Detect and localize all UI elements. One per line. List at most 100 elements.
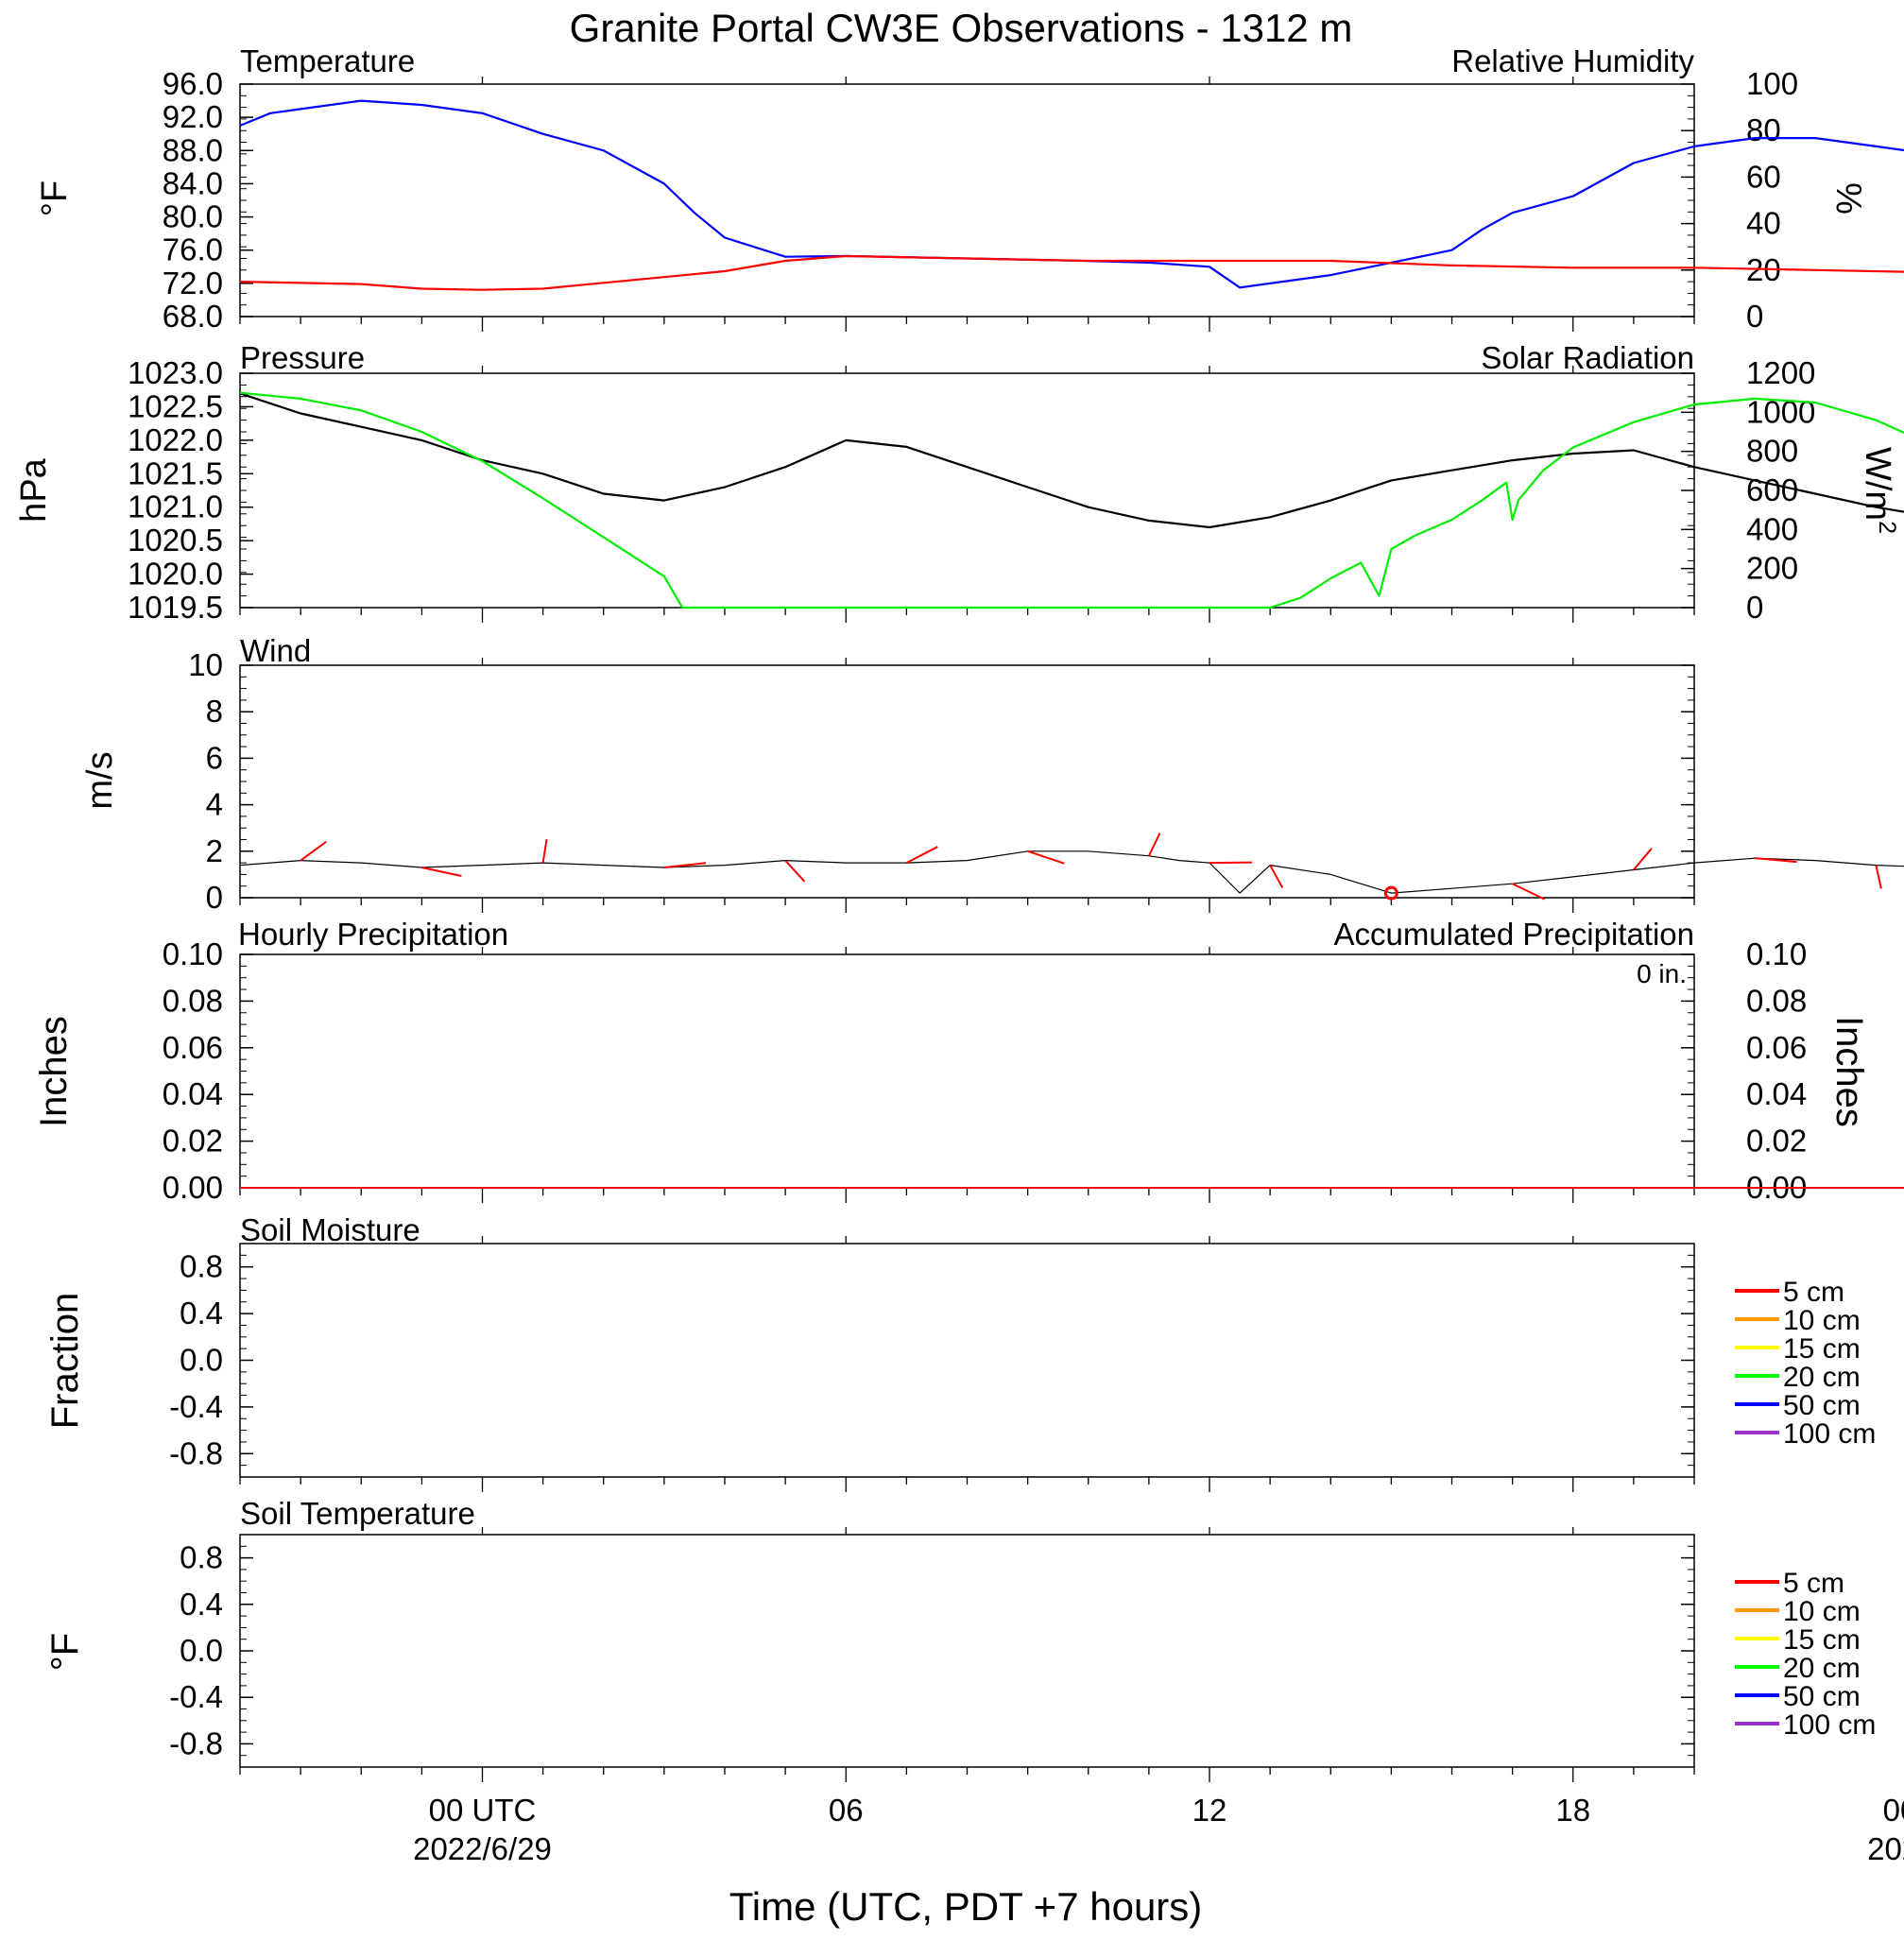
y-tick-label-left: 0.10: [163, 936, 223, 971]
y-tick-label-left: 1023.0: [128, 355, 223, 390]
y-tick-label-left: 10: [188, 647, 223, 682]
y-tick-label-left: 0.0: [180, 1633, 223, 1668]
panel-precipitation: Hourly Precipitation Accumulated Precipi…: [33, 917, 1870, 1189]
panel3-frame: [239, 664, 1695, 899]
figure-title: Granite Portal CW3E Observations - 1312 …: [570, 6, 1353, 50]
wind-barb: [784, 859, 806, 883]
y-tick-label-left: 1020.5: [128, 523, 223, 558]
y-tick-label-left: 80.0: [163, 199, 223, 234]
panel-soil-temperature: Soil Temperature °F: [44, 1496, 1695, 1768]
wind-barb: [1755, 857, 1797, 864]
legend-label: 10 cm: [1783, 1596, 1861, 1627]
y-tick-label-left: 0.04: [163, 1076, 223, 1111]
x-tick-label: 00 UTC: [429, 1793, 537, 1828]
wind-barb: [1512, 883, 1546, 901]
y-tick-label-right: 80: [1746, 112, 1781, 147]
y-tick-label-left: 0.08: [163, 983, 223, 1018]
panel5-title-left: Soil Moisture: [240, 1212, 420, 1247]
y-tick-label-right: 0.10: [1746, 936, 1807, 971]
panel4-title-right: Accumulated Precipitation: [1333, 917, 1694, 952]
panel1-ylabel-left: °F: [35, 180, 75, 216]
y-tick-label-left: 1022.0: [128, 422, 223, 457]
y-tick-label-right: 0: [1746, 299, 1763, 334]
y-tick-label-left: 96.0: [163, 66, 223, 101]
wind-barb: [541, 839, 548, 864]
panel2-ylabel-right-sup: 2: [1874, 521, 1900, 534]
series-line-pressure-solar-1: [239, 391, 1904, 609]
calm-wind-circle: [1383, 885, 1398, 901]
panel6-ylabel-left: °F: [44, 1633, 86, 1671]
legend-label: 15 cm: [1783, 1333, 1861, 1365]
y-tick-label-left: 88.0: [163, 132, 223, 167]
y-tick-label-left: 72.0: [163, 266, 223, 300]
y-tick-label-left: 0.8: [180, 1540, 223, 1575]
legend-label: 100 cm: [1783, 1709, 1876, 1741]
x-tick-label: 12: [1192, 1793, 1227, 1828]
y-tick-label-left: 84.0: [163, 165, 223, 200]
x-tick-label: 18: [1555, 1793, 1590, 1828]
wind-barb: [421, 867, 462, 877]
y-tick-label-right: 1200: [1746, 355, 1815, 390]
y-tick-label-left: 1022.5: [128, 388, 223, 423]
wind-barb: [905, 846, 938, 864]
y-tick-label-left: -0.4: [169, 1679, 223, 1714]
panel2-title-right: Solar Radiation: [1481, 340, 1694, 375]
panel2-ylabel-right: W/m2: [1858, 447, 1900, 534]
wind-barb: [1269, 865, 1284, 888]
panel1-title-left: Temperature: [240, 43, 415, 78]
y-tick-label-left: 0.4: [180, 1296, 223, 1331]
x-axis-title: Time (UTC, PDT +7 hours): [729, 1884, 1203, 1929]
y-tick-label-left: 8: [206, 694, 223, 729]
panel2-frame: [239, 372, 1695, 609]
wind-barb: [663, 862, 707, 869]
panel5-ylabel-left: Fraction: [44, 1293, 86, 1430]
panel4-annotation: 0 in.: [1637, 959, 1687, 988]
panel1-title-right: Relative Humidity: [1451, 43, 1694, 78]
panel2-title-left: Pressure: [240, 340, 365, 375]
legend-label: 20 cm: [1783, 1653, 1861, 1684]
y-tick-label-left: 1019.5: [128, 590, 223, 625]
y-tick-label-left: 0.4: [180, 1587, 223, 1622]
wind-barb: [1875, 865, 1882, 889]
panel-temperature-humidity: Temperature Relative Humidity °F %: [35, 43, 1868, 318]
legend-label: 15 cm: [1783, 1624, 1861, 1656]
legend-label: 5 cm: [1783, 1277, 1844, 1308]
legend-label: 5 cm: [1783, 1568, 1844, 1599]
x-date-label: 2022/6/30: [1867, 1831, 1904, 1866]
y-tick-label-right: 400: [1746, 511, 1798, 546]
y-tick-label-left: -0.8: [169, 1435, 223, 1470]
y-tick-label-left: 4: [206, 787, 223, 822]
y-tick-label-left: 0.02: [163, 1124, 223, 1159]
y-tick-label-right: 0: [1746, 590, 1763, 625]
y-tick-label-left: 92.0: [163, 99, 223, 134]
series-line-temperature-humidity-0: [239, 99, 1904, 289]
y-tick-label-left: 6: [206, 740, 223, 775]
wind-barb: [1147, 833, 1161, 857]
wind-barb: [300, 840, 327, 862]
series-line-temperature-humidity-1: [239, 254, 1904, 291]
legend-label: 10 cm: [1783, 1305, 1861, 1336]
panel-wind: Wind m/s: [80, 633, 1695, 899]
wind-barb: [1027, 850, 1065, 865]
y-tick-label-right: 200: [1746, 551, 1798, 586]
y-tick-label-left: 1021.5: [128, 455, 223, 490]
x-tick-label: 00 UTC: [1883, 1793, 1904, 1828]
panel3-title-left: Wind: [240, 633, 311, 668]
y-tick-label-left: 76.0: [163, 232, 223, 267]
panel6-frame: [239, 1534, 1695, 1768]
y-tick-label-right: 600: [1746, 472, 1798, 507]
x-date-label: 2022/6/29: [413, 1831, 552, 1866]
panel5-frame: [239, 1243, 1695, 1478]
y-tick-label-right: 0.06: [1746, 1030, 1807, 1065]
y-tick-label-left: 0.00: [163, 1170, 223, 1205]
series-line-wind-0: [239, 850, 1904, 894]
y-tick-label-right: 800: [1746, 434, 1798, 469]
wind-barb: [1633, 848, 1653, 871]
y-tick-label-left: 1021.0: [128, 489, 223, 524]
y-tick-label-left: 0.8: [180, 1249, 223, 1284]
y-tick-label-right: 0.04: [1746, 1076, 1807, 1111]
y-tick-label-left: 1020.0: [128, 557, 223, 592]
panel2-ylabel-left: hPa: [14, 457, 54, 522]
panel4-ylabel-left: Inches: [33, 1016, 75, 1127]
